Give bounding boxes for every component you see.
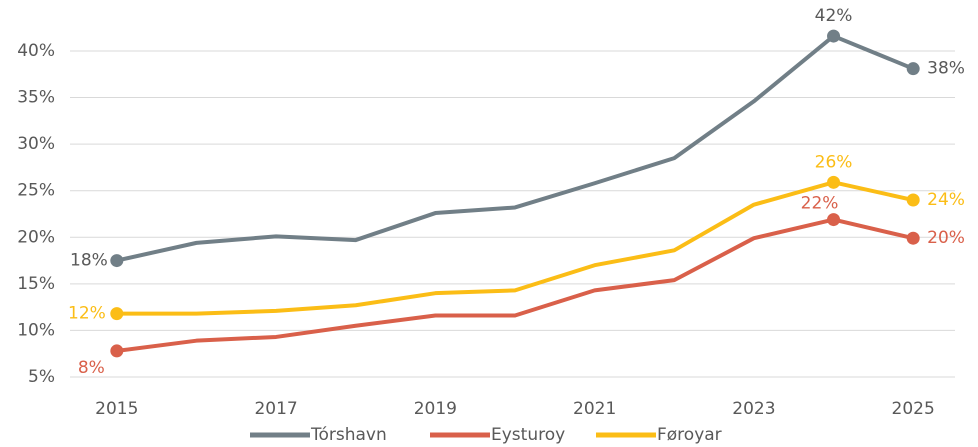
data-label: 42% <box>815 6 853 26</box>
x-tick-label: 2023 <box>732 399 775 419</box>
legend-label: Eysturoy <box>491 425 565 445</box>
data-point <box>906 231 920 245</box>
data-point <box>110 344 124 358</box>
data-point <box>110 307 124 321</box>
x-tick-label: 2015 <box>95 399 138 419</box>
data-label: 12% <box>68 304 106 324</box>
x-tick-label: 2021 <box>573 399 616 419</box>
x-tick-label: 2017 <box>254 399 297 419</box>
x-tick-label: 2019 <box>414 399 457 419</box>
data-point <box>827 29 841 43</box>
data-label: 8% <box>78 358 105 378</box>
data-label: 22% <box>801 194 839 214</box>
y-tick-label: 10% <box>17 320 55 340</box>
y-tick-label: 25% <box>17 181 55 201</box>
y-tick-label: 5% <box>28 367 55 387</box>
data-point <box>906 62 920 76</box>
y-tick-label: 35% <box>17 88 55 108</box>
data-point <box>827 175 841 189</box>
data-point <box>906 193 920 207</box>
series-line <box>116 34 914 263</box>
data-point <box>110 254 124 268</box>
data-label: 20% <box>927 228 965 248</box>
y-tick-label: 30% <box>17 134 55 154</box>
series-line <box>116 217 914 353</box>
series-line <box>116 180 914 316</box>
data-point <box>827 213 841 227</box>
x-tick-label: 2025 <box>892 399 935 419</box>
y-tick-label: 20% <box>17 227 55 247</box>
y-tick-label: 40% <box>17 41 55 61</box>
data-label: 26% <box>815 152 853 172</box>
y-tick-label: 15% <box>17 274 55 294</box>
data-label: 18% <box>70 251 108 271</box>
data-label: 24% <box>927 190 965 210</box>
data-label: 38% <box>927 59 965 79</box>
legend-label: Tórshavn <box>310 425 387 445</box>
legend-label: Føroyar <box>657 425 722 445</box>
